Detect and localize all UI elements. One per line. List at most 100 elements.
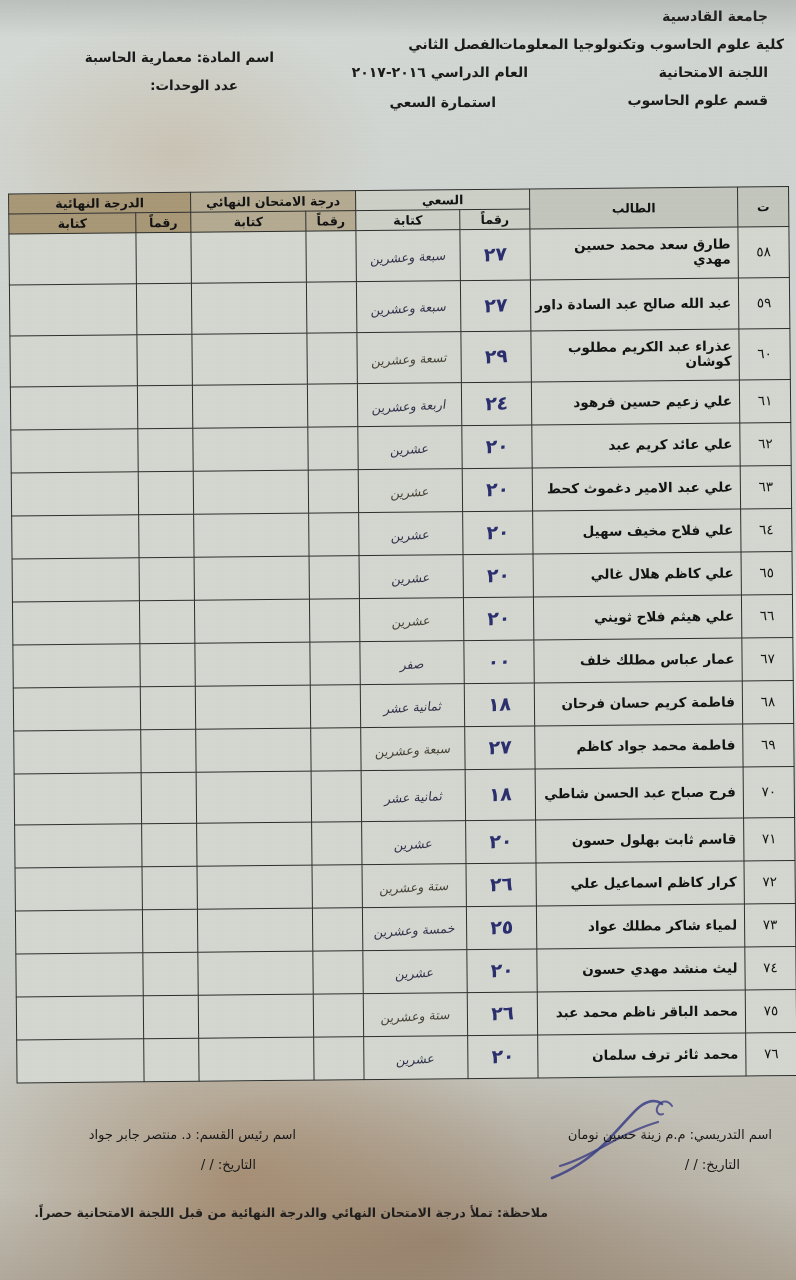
student-name-cell[interactable]: علي زعيم حسين فرهود [531,380,740,426]
final-grade-numeral-cell[interactable] [141,772,197,824]
final-exam-written-cell[interactable] [192,384,308,429]
final-grade-written-cell[interactable] [14,823,143,869]
row-index[interactable]: ٦٨ [742,680,794,725]
final-exam-numeral-cell[interactable] [310,684,361,729]
final-grade-numeral-cell[interactable] [143,1038,200,1082]
seai-written-cell[interactable]: عشرين [361,820,467,865]
row-index[interactable]: ٦٦ [741,594,793,639]
final-exam-numeral-cell[interactable] [312,950,364,995]
final-exam-numeral-cell[interactable] [312,907,363,952]
seai-numeral-cell[interactable]: ٢٠ [461,425,533,469]
student-name-cell[interactable]: لمياء شاكر مطلك عواد [536,904,745,950]
seai-written-cell[interactable]: عشرين [363,1035,469,1080]
student-name-cell[interactable]: علي كاظم هلال غالي [533,552,742,598]
seai-written-cell[interactable]: عشرين [358,468,463,513]
seai-numeral-cell[interactable]: ١٨ [465,769,536,821]
row-index[interactable]: ٦٥ [741,551,793,596]
seai-written-cell[interactable]: اربعة وعشرين [357,382,462,427]
row-index[interactable]: ٥٨ [737,226,790,279]
final-grade-written-cell[interactable] [14,772,142,826]
seai-written-cell[interactable]: عشرين [359,597,464,642]
seai-written-cell[interactable]: سبعة وعشرين [356,280,461,333]
final-exam-written-cell[interactable] [198,994,314,1039]
final-grade-numeral-cell[interactable] [136,283,192,336]
student-name-cell[interactable]: فرح صباح عبد الحسن شاطي [535,767,744,821]
final-exam-numeral-cell[interactable] [309,641,361,686]
final-grade-written-cell[interactable] [15,909,143,955]
final-grade-written-cell[interactable] [8,233,137,286]
seai-written-cell[interactable]: عشرين [357,425,463,470]
seai-numeral-cell[interactable]: ٢٧ [460,280,531,332]
seai-numeral-cell[interactable]: ٢٠ [463,597,534,641]
final-exam-written-cell[interactable] [197,865,313,910]
final-exam-numeral-cell[interactable] [310,727,362,772]
seai-written-cell[interactable]: ثمانية عشر [361,769,466,822]
final-exam-written-cell[interactable] [197,908,313,953]
student-name-cell[interactable]: فاطمة محمد جواد كاظم [534,724,744,770]
final-grade-numeral-cell[interactable] [141,823,198,867]
row-index[interactable]: ٧٣ [744,903,796,948]
final-grade-numeral-cell[interactable] [140,729,197,773]
final-grade-written-cell[interactable] [15,952,144,998]
final-exam-written-cell[interactable] [195,728,312,773]
final-grade-written-cell[interactable] [10,429,139,474]
row-index[interactable]: ٦٩ [742,723,795,768]
row-index[interactable]: ٦٢ [739,422,792,467]
seai-numeral-cell[interactable]: ٢٠ [463,554,534,598]
final-grade-numeral-cell[interactable] [139,600,195,645]
final-exam-numeral-cell[interactable] [307,383,358,428]
final-grade-written-cell[interactable] [12,558,140,603]
final-grade-numeral-cell[interactable] [135,232,192,285]
row-index[interactable]: ٥٩ [738,277,790,330]
seai-written-cell[interactable]: ستة وعشرين [363,992,468,1037]
final-grade-written-cell[interactable] [15,866,143,912]
final-exam-written-cell[interactable] [194,642,311,687]
student-name-cell[interactable]: عمار عباس مطلك خلف [533,638,743,684]
student-name-cell[interactable]: عبد الله صالح عبد السادة داور [530,278,739,332]
final-grade-written-cell[interactable] [13,729,142,775]
final-exam-numeral-cell[interactable] [313,1036,365,1081]
final-exam-written-cell[interactable] [194,599,310,644]
final-grade-written-cell[interactable] [11,472,139,517]
student-name-cell[interactable]: علي عبد الامير دغموث كحط [532,466,741,512]
final-exam-written-cell[interactable] [196,771,312,824]
seai-written-cell[interactable]: سبعة وعشرين [355,229,461,282]
final-grade-written-cell[interactable] [12,644,141,689]
final-exam-numeral-cell[interactable] [313,993,364,1038]
row-index[interactable]: ٦٤ [740,508,793,553]
final-exam-written-cell[interactable] [196,822,313,867]
final-exam-written-cell[interactable] [191,333,308,386]
row-index[interactable]: ٧٢ [743,860,796,905]
final-grade-written-cell[interactable] [13,687,141,732]
seai-written-cell[interactable]: صفر [359,640,465,685]
final-grade-written-cell[interactable] [16,1038,145,1084]
seai-numeral-cell[interactable]: ١٨ [464,683,535,727]
seai-written-cell[interactable]: خمسة وعشرين [362,906,467,951]
seai-written-cell[interactable]: سبعة وعشرين [360,726,466,771]
final-grade-numeral-cell[interactable] [137,428,194,473]
student-name-cell[interactable]: علي عائد كريم عبد [531,423,741,469]
final-grade-written-cell[interactable] [10,386,138,431]
final-exam-numeral-cell[interactable] [309,555,360,600]
seai-numeral-cell[interactable]: ٢٧ [459,229,531,281]
final-exam-written-cell[interactable] [194,556,310,601]
final-grade-written-cell[interactable] [12,601,140,646]
final-exam-numeral-cell[interactable] [307,426,359,471]
student-name-cell[interactable]: فاطمة كريم حسان فرحان [534,681,743,727]
student-name-cell[interactable]: علي فلاح مخيف سهيل [532,509,742,555]
student-name-cell[interactable]: عذراء عبد الكريم مطلوب كوشان [530,329,740,383]
seai-written-cell[interactable]: ستة وعشرين [362,863,467,908]
final-grade-numeral-cell[interactable] [140,686,196,730]
final-exam-written-cell[interactable] [192,427,309,472]
final-grade-numeral-cell[interactable] [139,643,196,688]
final-exam-written-cell[interactable] [191,282,307,335]
seai-written-cell[interactable]: عشرين [362,949,468,994]
final-grade-written-cell[interactable] [9,284,137,337]
final-exam-written-cell[interactable] [193,470,309,515]
final-exam-numeral-cell[interactable] [309,598,360,643]
row-index[interactable]: ٦٠ [738,328,791,381]
row-index[interactable]: ٧٥ [745,989,796,1034]
final-grade-numeral-cell[interactable] [139,557,195,602]
final-exam-numeral-cell[interactable] [308,512,360,557]
final-exam-numeral-cell[interactable] [308,469,359,514]
